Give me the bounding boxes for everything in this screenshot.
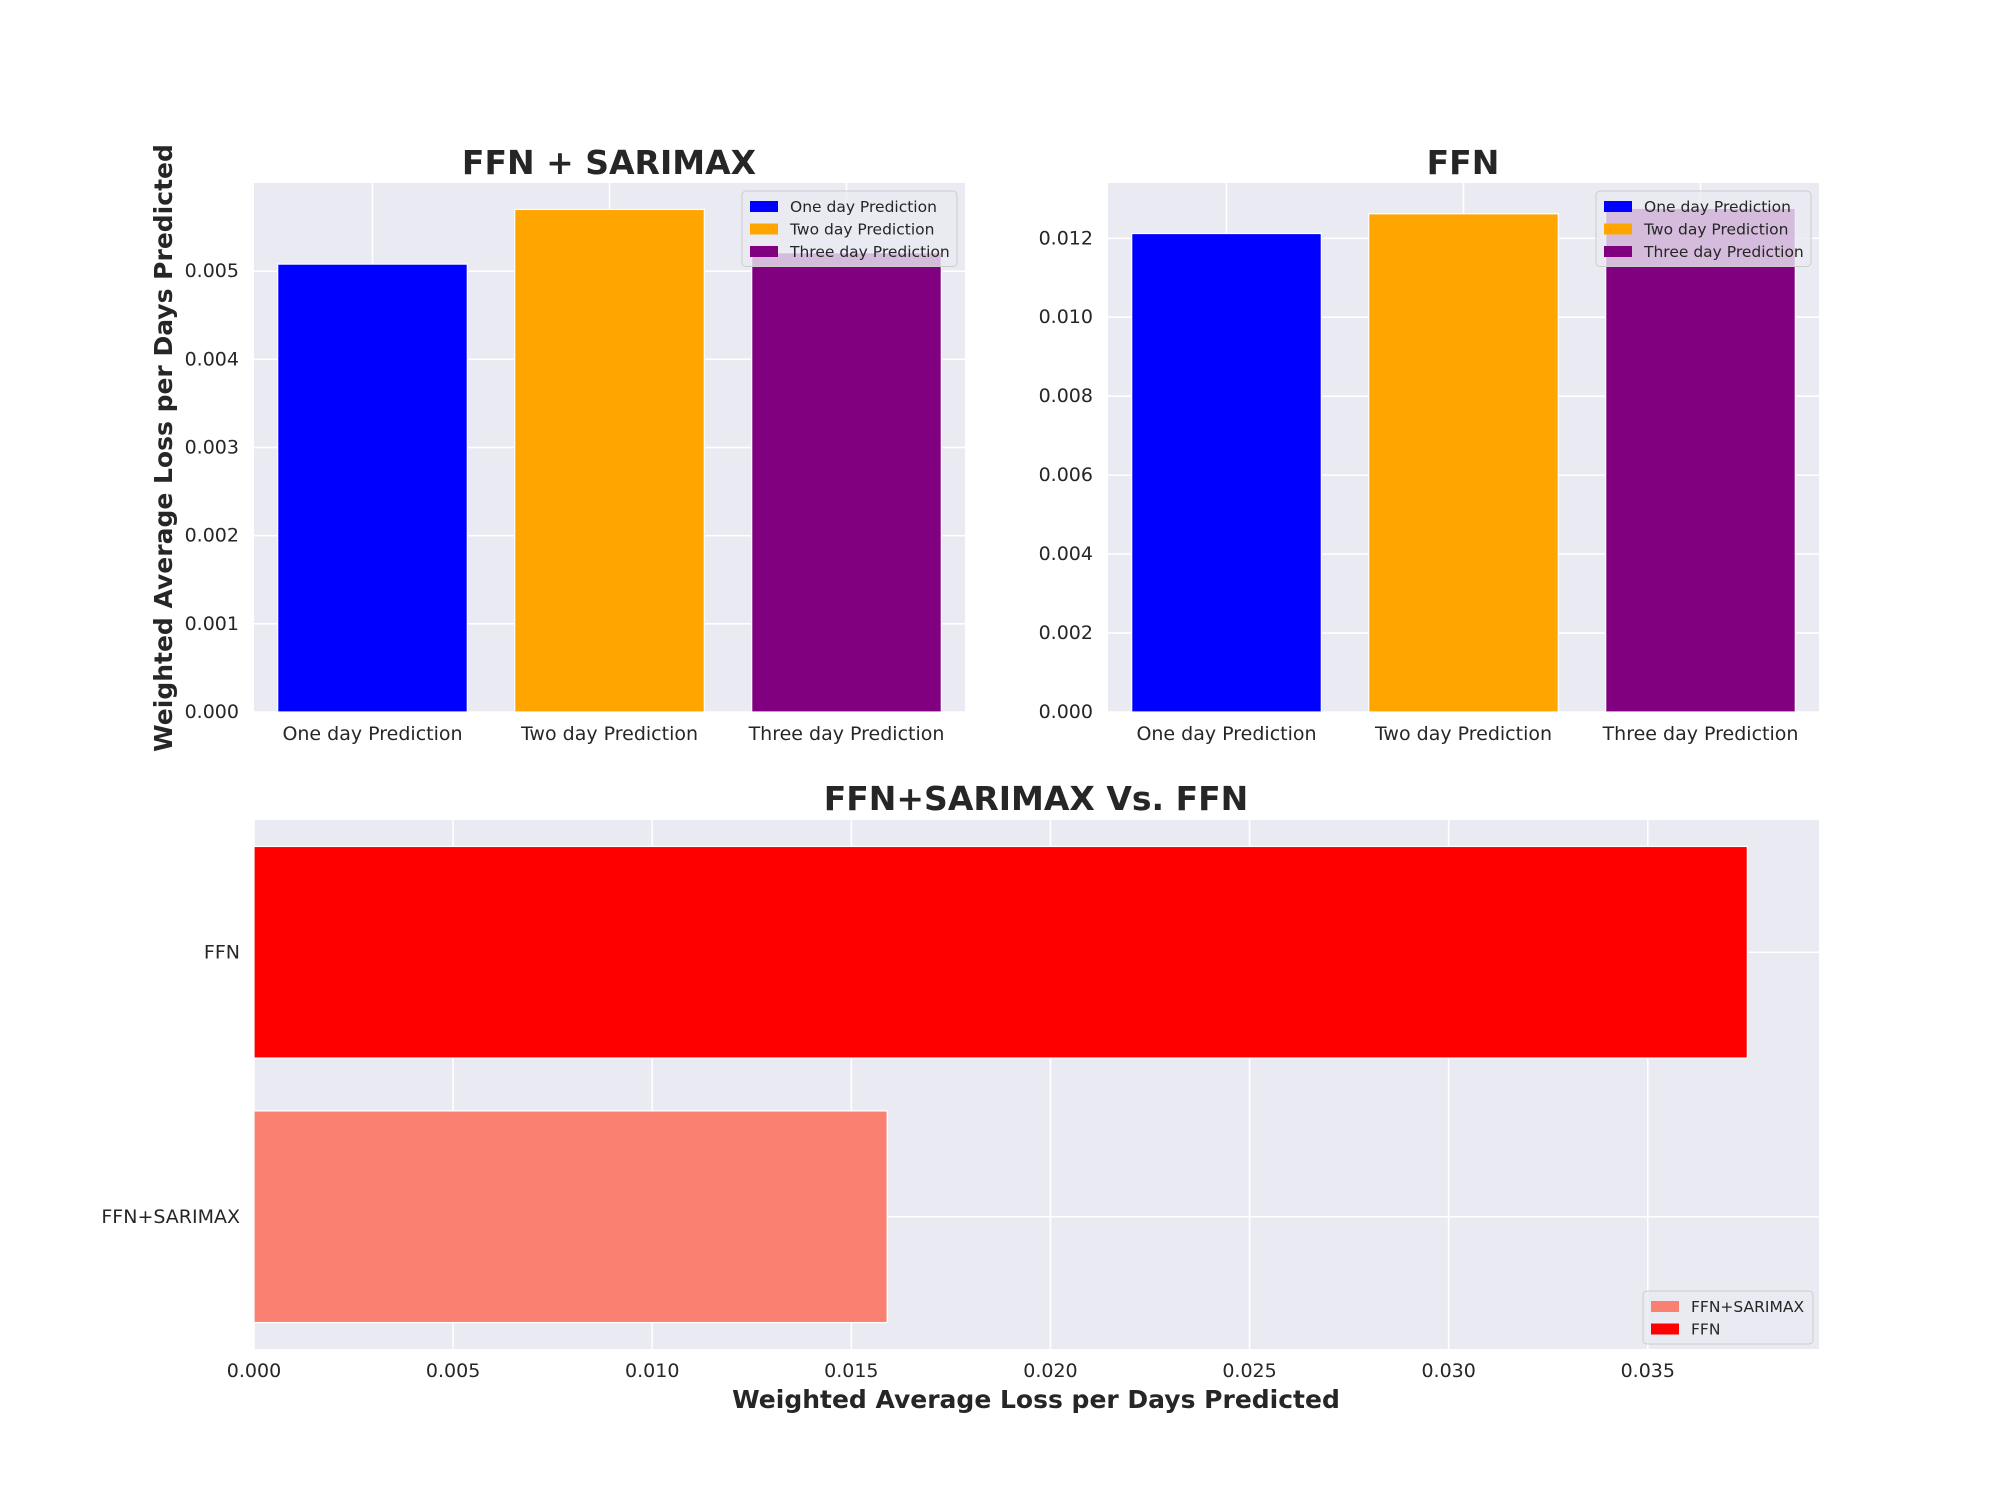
- legend-frame: [1595, 190, 1812, 267]
- x-tick-label: 0.010: [625, 1360, 679, 1382]
- legend: One day Prediction Two day Prediction Thre…: [741, 190, 958, 267]
- y-tick-label: 0.010: [1039, 306, 1093, 328]
- legend-swatch-three-day-prediction: [750, 246, 778, 257]
- x-tick-label: 0.015: [824, 1360, 878, 1382]
- bar-two-day-prediction: [514, 208, 705, 713]
- chart-ffn: 0.000 0.002 0.004 0.006 0.008 0.010 0.012 One d…: [1039, 143, 1819, 745]
- legend-swatch-ffn: [1651, 1323, 1679, 1335]
- bar-one-day-prediction: [1131, 232, 1322, 713]
- y-tick-label: 0.006: [1039, 464, 1093, 486]
- legend-label-ffn: FFN: [1691, 1321, 1720, 1339]
- bar-ffn-sarimax: [253, 1110, 888, 1324]
- x-tick-label: 0.000: [227, 1360, 281, 1382]
- x-tick-label: One day Prediction: [282, 723, 462, 745]
- bar-one-day-prediction: [277, 263, 468, 713]
- y-tick-label: 0.002: [1039, 622, 1093, 644]
- x-tick-label: One day Prediction: [1136, 723, 1316, 745]
- x-axis-label: Weighted Average Loss per Days Predicted: [732, 1385, 1340, 1414]
- x-tick-label: Two day Prediction: [1374, 723, 1552, 745]
- y-tick-label: 0.002: [185, 525, 239, 547]
- legend-label-ffn-sarimax: FFN+SARIMAX: [1691, 1298, 1804, 1316]
- x-tick-label: Three day Prediction: [1602, 723, 1799, 745]
- x-tick-label: Two day Prediction: [520, 723, 698, 745]
- x-tick-label: 0.030: [1421, 1360, 1475, 1382]
- tick-labels: 0.000 0.002 0.004 0.006 0.008 0.010 0.012 One d…: [1039, 227, 1799, 745]
- legend-swatch-one-day-prediction: [750, 201, 778, 212]
- legend-label-three-day-prediction: Three day Prediction: [1643, 243, 1804, 261]
- bars: [277, 208, 942, 713]
- y-tick-label: 0.004: [185, 348, 239, 370]
- legend-label-two-day-prediction: Two day Prediction: [1643, 221, 1788, 239]
- legend-label-two-day-prediction: Two day Prediction: [789, 221, 934, 239]
- bars: [253, 845, 1748, 1324]
- y-tick-label: FFN+SARIMAX: [101, 1206, 240, 1228]
- bar-ffn: [253, 845, 1748, 1059]
- legend-frame: [1642, 1290, 1814, 1345]
- x-tick-label: Three day Prediction: [748, 723, 945, 745]
- legend-swatch-ffn-sarimax: [1651, 1301, 1679, 1312]
- y-tick-label: 0.000: [1039, 701, 1093, 723]
- tick-labels: 0.000 0.001 0.002 0.003 0.004 0.005 One day Pr…: [185, 260, 945, 745]
- bar-three-day-prediction: [751, 252, 942, 713]
- legend-label-one-day-prediction: One day Prediction: [1644, 198, 1791, 216]
- chart-title: FFN: [1427, 143, 1500, 182]
- x-tick-label: 0.025: [1222, 1360, 1276, 1382]
- legend-swatch-two-day-prediction: [1604, 223, 1632, 235]
- legend-swatch-one-day-prediction: [1604, 201, 1632, 212]
- legend-frame: [741, 190, 958, 267]
- legend-swatch-two-day-prediction: [750, 223, 778, 235]
- legend: FFN+SARIMAX FFN: [1642, 1290, 1814, 1345]
- y-tick-label: 0.012: [1039, 227, 1093, 249]
- chart-ffn-sarimax: 0.000 0.001 0.002 0.003 0.004 0.005 One day Pr…: [149, 143, 965, 752]
- y-tick-label: FFN: [204, 941, 240, 963]
- y-tick-label: 0.003: [185, 437, 239, 459]
- chart-comparison: 0.000 0.005 0.010 0.015 0.020 0.025 0.030 0.035…: [101, 779, 1819, 1414]
- bar-three-day-prediction: [1605, 207, 1796, 713]
- chart-title: FFN+SARIMAX Vs. FFN: [824, 779, 1249, 818]
- tick-labels: 0.000 0.005 0.010 0.015 0.020 0.025 0.030 0.035…: [101, 941, 1675, 1382]
- y-tick-label: 0.000: [185, 701, 239, 723]
- y-axis-label: Weighted Average Loss per Days Predicted: [149, 144, 178, 752]
- x-tick-label: 0.035: [1621, 1360, 1675, 1382]
- y-tick-label: 0.001: [185, 613, 239, 635]
- chart-title: FFN + SARIMAX: [462, 143, 756, 182]
- legend-label-three-day-prediction: Three day Prediction: [789, 243, 950, 261]
- y-tick-label: 0.008: [1039, 385, 1093, 407]
- y-tick-label: 0.004: [1039, 543, 1093, 565]
- y-tick-label: 0.005: [185, 260, 239, 282]
- legend-swatch-three-day-prediction: [1604, 246, 1632, 257]
- bars: [1131, 207, 1796, 713]
- bar-two-day-prediction: [1368, 213, 1559, 713]
- legend: One day Prediction Two day Prediction Thre…: [1595, 190, 1812, 267]
- x-tick-label: 0.005: [426, 1360, 480, 1382]
- legend-label-one-day-prediction: One day Prediction: [790, 198, 937, 216]
- x-tick-label: 0.020: [1023, 1360, 1077, 1382]
